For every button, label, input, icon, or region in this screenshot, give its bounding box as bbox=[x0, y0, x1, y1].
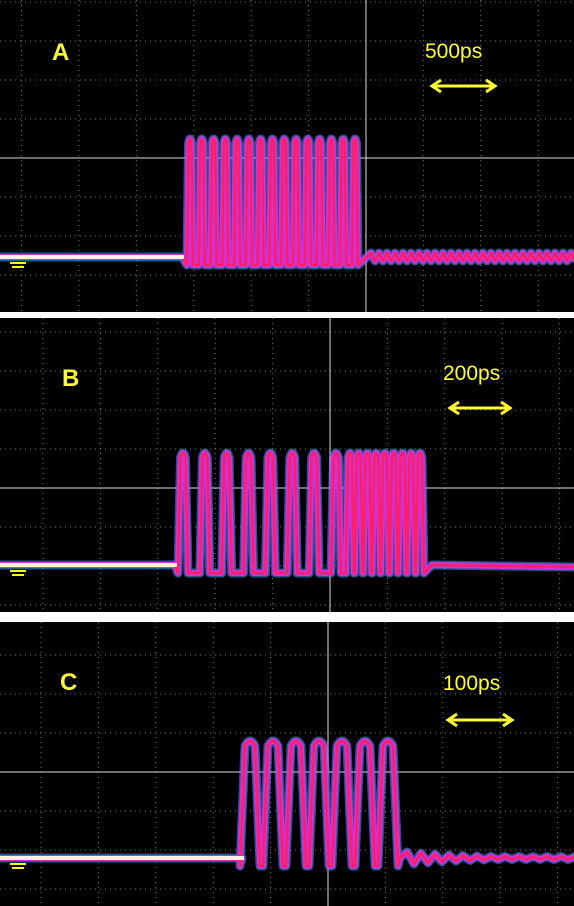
ground-marker bbox=[10, 570, 26, 576]
waveform-core bbox=[0, 739, 574, 868]
scope-panel: A 500ps bbox=[0, 0, 574, 312]
ground-marker bbox=[10, 262, 26, 268]
panel-label: B bbox=[62, 365, 79, 392]
time-scale: 500ps bbox=[425, 40, 482, 63]
ground-marker bbox=[10, 863, 26, 869]
scope-screen: C 100ps bbox=[0, 622, 574, 906]
waveform-core bbox=[0, 137, 574, 267]
scope-panel: C 100ps bbox=[0, 622, 574, 906]
scale-arrow bbox=[429, 78, 498, 94]
time-scale: 100ps bbox=[443, 672, 500, 695]
scope-panel: B 200ps bbox=[0, 318, 574, 612]
scope-screen: A 500ps bbox=[0, 0, 574, 312]
panel-label: C bbox=[60, 669, 77, 696]
waveform-core bbox=[0, 451, 574, 575]
scale-arrow bbox=[445, 712, 515, 728]
time-scale: 200ps bbox=[443, 362, 500, 385]
panel-label: A bbox=[52, 39, 69, 66]
scale-arrow bbox=[447, 400, 513, 416]
scope-screen: B 200ps bbox=[0, 318, 574, 612]
